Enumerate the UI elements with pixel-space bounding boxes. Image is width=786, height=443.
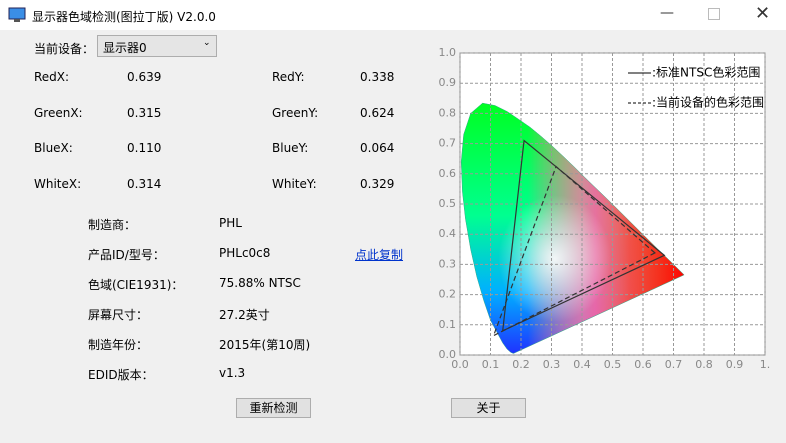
- coord-value: 0.624: [360, 105, 395, 120]
- info-value: PHLc0c8: [219, 246, 271, 260]
- x-tick-label: 0.5: [604, 358, 622, 371]
- y-tick-label: 0.6: [439, 167, 457, 180]
- device-select[interactable]: 显示器0 ⌄: [97, 35, 217, 57]
- info-value: PHL: [219, 216, 242, 230]
- x-tick-label: 1.: [760, 358, 771, 371]
- info-label: 屏幕尺寸：: [88, 308, 149, 322]
- coord-label: WhiteX:: [34, 176, 82, 191]
- y-tick-label: 0.7: [439, 137, 457, 150]
- x-tick-label: 0.8: [695, 358, 713, 371]
- info-label: 制造商：: [88, 218, 137, 232]
- y-tick-label: 0.8: [439, 106, 457, 119]
- y-tick-label: 0.4: [439, 227, 457, 240]
- x-tick-label: 0.9: [726, 358, 744, 371]
- coord-label: GreenY:: [272, 105, 319, 120]
- coord-label: RedY:: [272, 70, 305, 84]
- app-icon: [8, 7, 26, 22]
- dropdown-arrow: ⌄: [203, 38, 211, 48]
- x-tick-label: 0.6: [634, 358, 652, 371]
- x-tick-label: 0.7: [665, 358, 683, 371]
- maximize-button[interactable]: [708, 8, 720, 20]
- x-tick-label: 0.0: [451, 358, 469, 371]
- device-selected: 显示器0: [103, 41, 147, 55]
- legend-label: :标准NTSC色彩范围: [652, 66, 760, 80]
- button[interactable]: 关于: [451, 398, 526, 418]
- y-tick-label: 0.3: [439, 257, 457, 270]
- y-tick-label: 0.9: [439, 76, 457, 89]
- x-tick-label: 0.3: [543, 358, 561, 371]
- info-value: 27.2英寸: [219, 308, 270, 322]
- coord-label: WhiteY:: [272, 176, 317, 191]
- info-value: 75.88% NTSC: [219, 276, 301, 290]
- x-tick-label: 0.1: [482, 358, 500, 371]
- gamut-triangle: [501, 139, 666, 332]
- coord-value: 0.338: [360, 70, 395, 84]
- close-button[interactable]: ✕: [755, 3, 771, 24]
- copy-link[interactable]: 点此复制: [355, 248, 404, 262]
- y-tick-label: 0.0: [439, 348, 457, 361]
- coord-value: 0.110: [127, 141, 162, 155]
- y-tick-label: 0.1: [439, 318, 457, 331]
- minimize-button[interactable]: —: [660, 5, 674, 21]
- coord-value: 0.639: [127, 70, 162, 84]
- y-tick-label: 1.0: [439, 46, 457, 59]
- coord-label: GreenX:: [34, 105, 83, 120]
- y-tick-label: 0.5: [439, 197, 457, 210]
- title-bar: 显示器色域检测(图拉丁版) V2.0.0 — ✕: [0, 0, 786, 30]
- button[interactable]: 重新检测: [236, 398, 311, 418]
- locus-outline: [460, 102, 685, 354]
- x-tick-label: 0.2: [512, 358, 530, 371]
- info-value: v1.3: [219, 366, 246, 380]
- window-title: 显示器色域检测(图拉丁版) V2.0.0: [32, 10, 216, 24]
- coord-label: BlueX:: [34, 141, 73, 155]
- coord-value: 0.329: [360, 176, 395, 191]
- coord-label: RedX:: [34, 70, 70, 84]
- y-tick-label: 0.2: [439, 288, 457, 301]
- cie-chart: 0.0 0.1 0.2 0.3 0.4 0.5 0.6 0.7 0.8 0.9 1. 0.0 0.1 0.…: [439, 46, 771, 371]
- info-label: 色域(CIE1931)：: [88, 278, 184, 292]
- coord-value: 0.315: [127, 105, 162, 120]
- info-label: 制造年份：: [88, 338, 149, 352]
- x-tick-label: 0.4: [573, 358, 591, 371]
- gamut-triangle: [492, 165, 656, 337]
- info-label: EDID版本：: [88, 368, 154, 382]
- coord-value: 0.314: [127, 176, 162, 191]
- info-label: 产品ID/型号：: [88, 248, 165, 262]
- coord-label: BlueY:: [272, 141, 309, 155]
- device-label: 当前设备：: [34, 42, 95, 56]
- coord-value: 0.064: [360, 141, 395, 155]
- info-value: 2015年(第10周): [219, 338, 311, 352]
- legend-label: :当前设备的色彩范围: [652, 95, 764, 110]
